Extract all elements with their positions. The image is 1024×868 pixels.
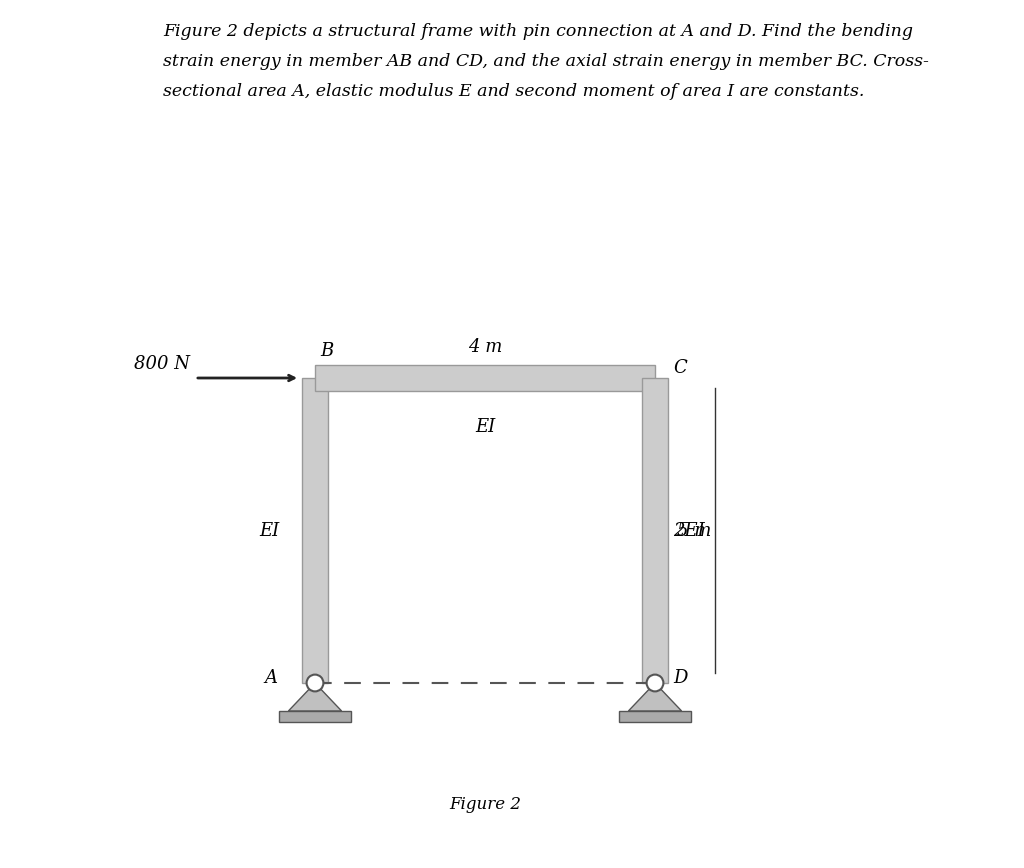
Text: Figure 2 depicts a structural frame with pin connection at A and D. Find the ben: Figure 2 depicts a structural frame with… <box>163 23 913 40</box>
Text: A: A <box>264 669 278 687</box>
Circle shape <box>306 674 324 692</box>
Polygon shape <box>289 683 342 711</box>
Text: B: B <box>319 342 333 360</box>
Polygon shape <box>315 365 655 391</box>
Circle shape <box>646 674 664 692</box>
Text: sectional area A, elastic modulus E and second moment of area I are constants.: sectional area A, elastic modulus E and … <box>163 83 864 100</box>
Text: strain energy in member AB and CD, and the axial strain energy in member BC. Cro: strain energy in member AB and CD, and t… <box>163 53 929 70</box>
Text: EI: EI <box>475 418 496 436</box>
Text: C: C <box>673 359 687 377</box>
Text: D: D <box>673 669 687 687</box>
Text: EI: EI <box>260 522 280 540</box>
Bar <box>618 711 691 721</box>
Bar <box>279 711 351 721</box>
Polygon shape <box>642 378 668 683</box>
Text: Figure 2: Figure 2 <box>449 796 521 813</box>
Polygon shape <box>629 683 682 711</box>
Text: 4 m: 4 m <box>468 338 502 356</box>
Text: 800 N: 800 N <box>134 355 190 373</box>
Text: 5 m: 5 m <box>677 522 712 540</box>
Text: 2EI: 2EI <box>673 522 705 540</box>
Polygon shape <box>302 378 328 683</box>
